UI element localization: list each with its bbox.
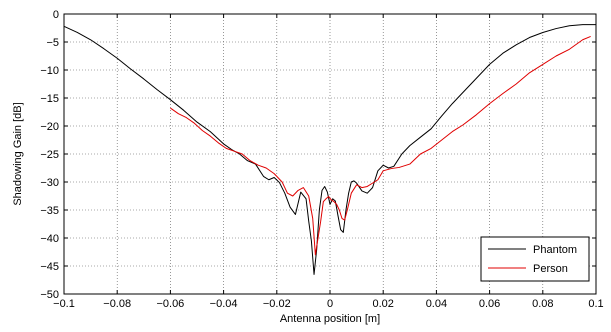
y-tick-label: −35 bbox=[40, 205, 59, 217]
x-tick-label: −0.08 bbox=[103, 298, 131, 310]
tick-label-layer: −0.1 −0.08 −0.06 −0.04 −0.02 0 0.02 0.04 0.06 0.0… bbox=[40, 9, 603, 310]
legend: Phantom Person bbox=[480, 236, 590, 282]
legend-label-phantom: Phantom bbox=[533, 244, 577, 256]
x-tick-label: 0.04 bbox=[426, 298, 447, 310]
y-tick-label: −20 bbox=[40, 121, 59, 133]
y-tick-label: 0 bbox=[53, 9, 59, 21]
y-tick-label: −30 bbox=[40, 177, 59, 189]
tick-layer bbox=[63, 13, 597, 295]
x-tick-label: −0.06 bbox=[156, 298, 184, 310]
y-axis-label: Shadowing Gain [dB] bbox=[12, 102, 24, 205]
y-tick-label: −45 bbox=[40, 261, 59, 273]
y-tick-label: −25 bbox=[40, 149, 59, 161]
x-tick-label: −0.1 bbox=[53, 298, 75, 310]
y-tick-label: −40 bbox=[40, 233, 59, 245]
series-line-phantom bbox=[63, 24, 596, 275]
series-layer bbox=[63, 24, 596, 275]
x-axis-label: Antenna position [m] bbox=[280, 313, 380, 325]
x-tick-label: 0.1 bbox=[588, 298, 603, 310]
x-tick-label: −0.02 bbox=[263, 298, 291, 310]
x-tick-label: 0.02 bbox=[372, 298, 393, 310]
x-tick-label: −0.04 bbox=[210, 298, 238, 310]
y-tick-label: −15 bbox=[40, 93, 59, 105]
legend-label-person: Person bbox=[533, 263, 568, 275]
y-tick-label: −10 bbox=[40, 65, 59, 77]
x-tick-label: 0.08 bbox=[532, 298, 553, 310]
series-line-person bbox=[170, 35, 591, 256]
y-tick-label: −50 bbox=[40, 289, 59, 301]
legend-box bbox=[480, 236, 590, 282]
x-tick-label: 0 bbox=[327, 298, 333, 310]
y-tick-label: −5 bbox=[46, 37, 59, 49]
x-tick-label: 0.06 bbox=[479, 298, 500, 310]
